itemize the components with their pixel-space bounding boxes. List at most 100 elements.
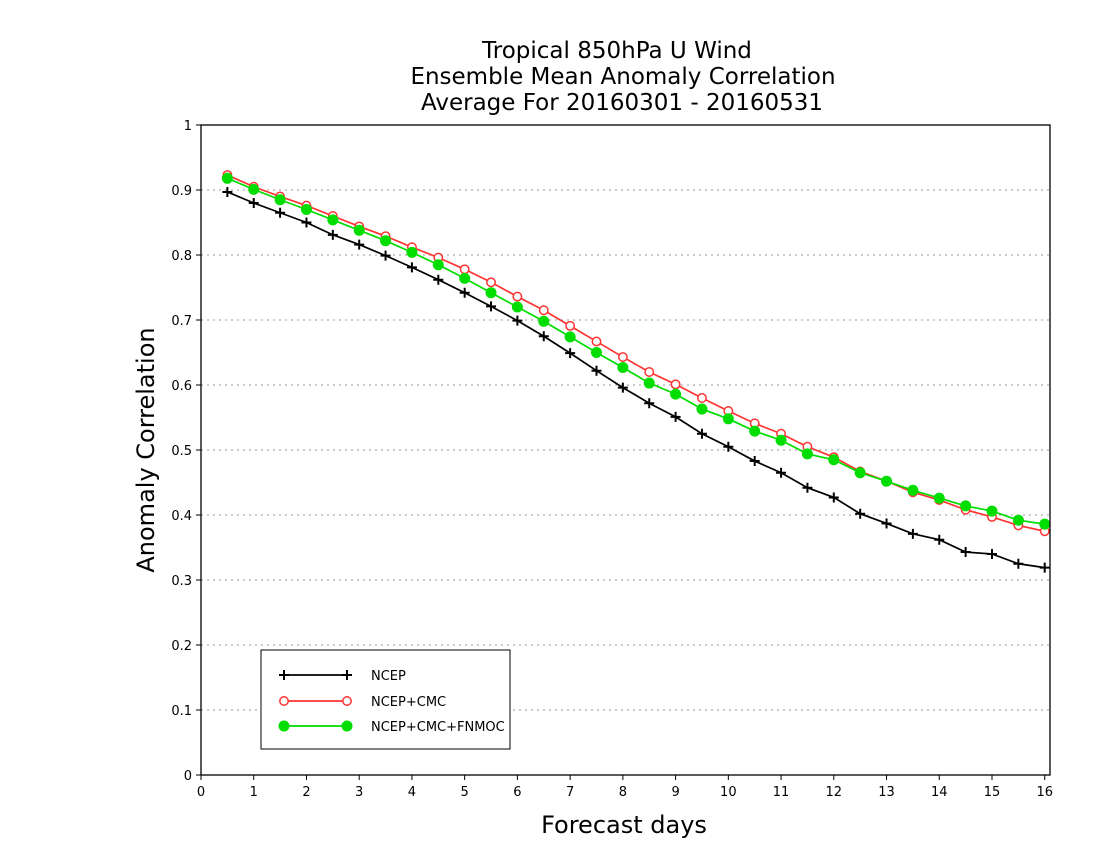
legend-marker [279,670,289,680]
data-point [933,492,945,504]
y-tick-label: 0.4 [171,509,192,524]
title-line-3: Average For 20160301 - 20160531 [421,90,823,116]
legend-marker [342,696,352,706]
x-tick-label: 14 [931,785,948,800]
data-point [300,204,312,215]
data-point [221,172,233,184]
data-point [432,259,444,271]
x-tick-label: 9 [671,785,679,800]
legend-entry: NCEP+CMC+FNMOC [278,720,505,735]
y-tick-label: 0.7 [171,314,192,329]
data-point [697,393,707,403]
legend-entry: NCEP+CMC [279,695,446,710]
x-tick-label: 4 [408,785,416,800]
x-tick-label: 0 [197,785,205,800]
x-tick-label: 3 [355,785,363,800]
data-point [907,528,918,539]
data-point [643,377,655,389]
data-point [644,398,655,409]
x-tick-label: 16 [1036,785,1053,800]
data-point [590,347,602,358]
data-point [1039,518,1051,530]
data-point [617,361,629,373]
title-line-2: Ensemble Mean Anomaly Correlation [410,64,835,90]
x-tick-label: 12 [826,785,843,800]
chart-title: Tropical 850hPa U Wind Ensemble Mean Ano… [410,38,835,116]
data-point [380,250,391,261]
series-line [227,191,1045,569]
y-tick-label: 0.6 [171,379,192,394]
legend-label: NCEP [371,669,406,684]
data-point [854,467,866,479]
data-point [670,388,682,400]
x-axis-ticks: 0 1 2 3 4 5 6 7 8 9 10 11 12 13 14 15 16 [197,775,1053,800]
data-point [1013,558,1024,569]
data-point [828,492,839,503]
data-point [301,217,312,228]
data-point [564,331,576,343]
data-point [248,183,260,195]
series-layer [221,170,1051,573]
data-point [776,467,787,478]
legend-marker [341,720,353,732]
series-ncep [222,186,1050,573]
data-point [459,264,470,275]
data-point [881,518,892,529]
x-tick-label: 5 [461,785,469,800]
data-point [617,352,628,362]
title-line-1: Tropical 850hPa U Wind [481,38,752,64]
x-tick-label: 7 [566,785,574,800]
y-axis-label: Anomaly Correlation [132,327,160,572]
data-point [327,214,339,226]
data-point [511,301,523,313]
data-point [749,456,760,467]
x-tick-label: 10 [720,785,737,800]
plot-frame [200,124,1051,776]
data-point [486,277,496,288]
y-axis-ticks: 0 0.1 0.2 0.3 0.4 0.5 0.6 0.7 0.8 0.9 1 [171,119,201,784]
data-point [696,428,707,439]
data-point [775,434,787,446]
data-point [459,272,471,284]
data-point [433,274,444,285]
legend-entry: NCEP [279,669,406,684]
data-point [512,291,523,302]
data-point [354,239,365,250]
data-point [1012,514,1024,526]
y-tick-label: 0.5 [171,444,192,459]
x-tick-label: 6 [513,785,521,800]
data-point [538,305,549,316]
data-point [485,287,497,299]
data-point [801,448,813,460]
data-point [538,331,549,342]
data-point [749,425,761,437]
legend-box [260,649,511,750]
data-point [907,484,919,496]
data-point [986,549,997,559]
data-point [538,315,550,327]
y-tick-label: 0.3 [171,574,192,589]
data-point [380,235,392,247]
y-tick-label: 0.1 [171,704,192,719]
data-point [617,382,628,393]
data-point [222,186,233,197]
legend-label: NCEP+CMC [371,695,446,710]
legend-marker [278,720,290,732]
x-tick-label: 11 [773,785,790,800]
y-tick-label: 0.2 [171,639,192,654]
x-tick-label: 15 [984,785,1001,800]
y-tick-label: 0 [184,769,192,784]
data-point [459,287,470,298]
legend-marker [279,696,289,706]
legend-label: NCEP+CMC+FNMOC [371,720,505,735]
data-point [486,301,497,312]
data-point [802,482,813,493]
data-point [934,534,945,545]
data-point [275,207,286,218]
x-tick-label: 2 [302,785,310,800]
data-point [1039,562,1050,573]
data-point [855,508,866,519]
data-point [248,198,259,208]
data-point [591,365,602,376]
